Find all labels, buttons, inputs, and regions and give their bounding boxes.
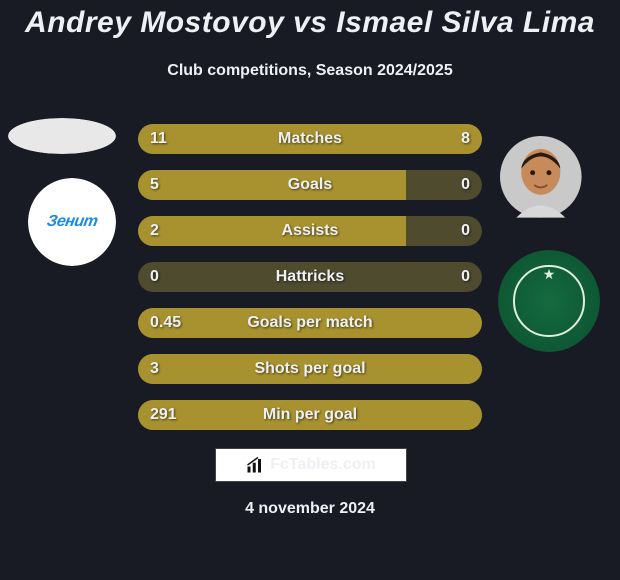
- stat-row: 0.45Goals per match: [138, 308, 482, 338]
- page-subtitle: Club competitions, Season 2024/2025: [0, 62, 620, 80]
- chart-icon: [246, 456, 264, 474]
- stat-label: Min per goal: [138, 400, 482, 430]
- stat-row: 00Hattricks: [138, 262, 482, 292]
- ellipse-icon: [8, 118, 116, 154]
- zenit-icon: Зенит: [28, 178, 116, 266]
- stat-label: Assists: [138, 216, 482, 246]
- face-icon: [490, 126, 592, 228]
- page-title: Andrey Mostovoy vs Ismael Silva Lima: [0, 6, 620, 40]
- footer-brand: FcTables.com: [215, 448, 407, 482]
- left-club-badge: Зенит: [28, 178, 116, 266]
- stat-label: Shots per goal: [138, 354, 482, 384]
- stat-row: 50Goals: [138, 170, 482, 200]
- stat-label: Matches: [138, 124, 482, 154]
- terek-icon: ★: [498, 250, 600, 352]
- footer-date: 4 november 2024: [0, 500, 620, 518]
- stat-row: 291Min per goal: [138, 400, 482, 430]
- stat-label: Goals per match: [138, 308, 482, 338]
- stat-row: 3Shots per goal: [138, 354, 482, 384]
- stat-label: Goals: [138, 170, 482, 200]
- stat-label: Hattricks: [138, 262, 482, 292]
- right-club-badge: ★: [498, 250, 600, 352]
- left-player-photo: [8, 118, 116, 154]
- zenit-label: Зенит: [45, 213, 99, 231]
- stat-row: 118Matches: [138, 124, 482, 154]
- footer-label: FcTables.com: [270, 456, 376, 474]
- stat-bars: 118Matches 50Goals 20Assists 00Hattricks 0.4…: [138, 124, 482, 446]
- stat-row: 20Assists: [138, 216, 482, 246]
- right-player-photo: [490, 126, 592, 228]
- comparison-canvas: Andrey Mostovoy vs Ismael Silva Lima Clu…: [0, 0, 620, 580]
